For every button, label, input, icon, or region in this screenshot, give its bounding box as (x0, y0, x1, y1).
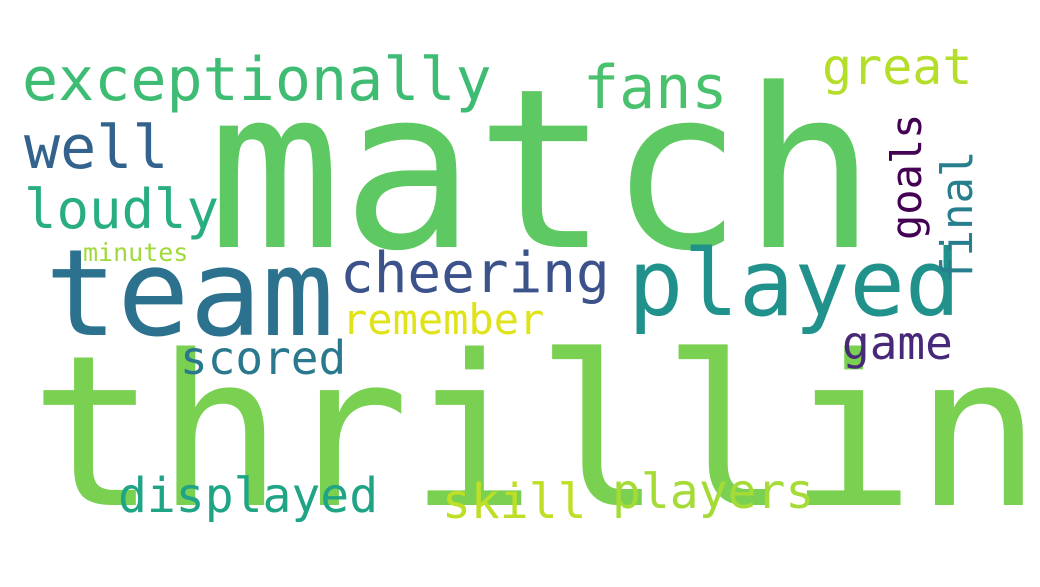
word-goals: goals (882, 113, 931, 240)
word-well: well (24, 113, 169, 183)
word-match: match (208, 42, 877, 300)
word-players: players (612, 464, 815, 520)
word-played: played (628, 230, 961, 337)
word-remember: remember (342, 295, 545, 344)
word-skill: skill (442, 474, 587, 530)
word-great: great (822, 38, 973, 96)
word-final: final (932, 150, 983, 283)
word-game: game (842, 316, 953, 370)
word-thrilling: thrilling (30, 310, 1040, 555)
word-team: team (45, 225, 334, 364)
word-displayed: displayed (118, 468, 379, 524)
word-exceptionally: exceptionally (22, 45, 492, 115)
word-minutes: minutes (83, 238, 189, 267)
word-loudly: loudly (24, 178, 220, 241)
word-scored: scored (180, 331, 347, 385)
word-cheering: cheering (340, 241, 610, 306)
word-fans: fans (583, 53, 728, 123)
